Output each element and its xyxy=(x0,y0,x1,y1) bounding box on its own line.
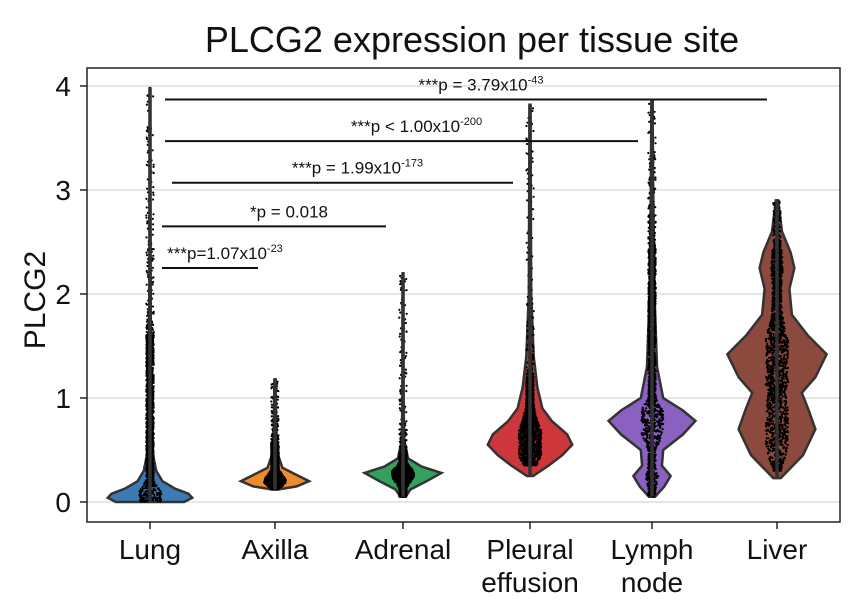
chart-title: PLCG2 expression per tissue site xyxy=(205,19,739,60)
whiskers xyxy=(148,88,779,502)
significance-label-0: ***p = 3.79x10-43 xyxy=(418,75,543,95)
significance-label-3: *p = 0.018 xyxy=(250,202,328,221)
y-axis-label: PLCG2 xyxy=(19,251,52,349)
x-tick-label-0-0: Lung xyxy=(119,534,181,565)
significance-annotations: ***p = 3.79x10-43 ***p < 1.00x10-200 ***p … xyxy=(162,75,767,269)
x-tick-label-4-0: Lymph xyxy=(610,534,693,565)
gridlines xyxy=(87,85,840,503)
significance-label-1: ***p < 1.00x10-200 xyxy=(351,116,482,136)
plot-frame xyxy=(86,67,841,523)
y-tick-label-0: 0 xyxy=(55,487,71,518)
x-tick-label-5-0: Liver xyxy=(747,534,808,565)
violins xyxy=(105,86,829,504)
significance-label-2: ***p = 1.99x10-173 xyxy=(292,158,423,178)
x-tick-label-4-1: node xyxy=(621,567,683,598)
jitter-points xyxy=(138,87,790,503)
x-tick-label-3-1: effusion xyxy=(481,567,579,598)
x-tick-label-2-0: Adrenal xyxy=(355,534,452,565)
y-tick-label-2: 2 xyxy=(55,279,71,310)
y-tick-label-4: 4 xyxy=(55,71,71,102)
x-tick-label-1-0: Axilla xyxy=(242,534,309,565)
x-tick-label-3-0: Pleural xyxy=(486,534,573,565)
y-tick-label-3: 3 xyxy=(55,175,71,206)
y-tick-label-1: 1 xyxy=(55,383,71,414)
significance-label-4: ***p=1.07x10-23 xyxy=(167,243,283,263)
